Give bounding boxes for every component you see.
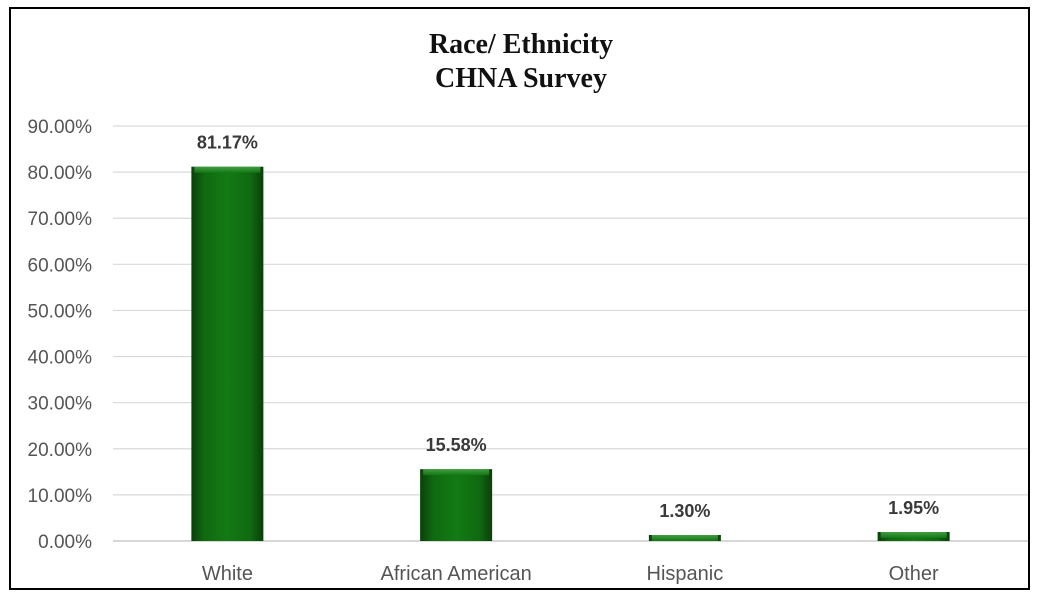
y-tick-label: 10.00% [28, 486, 93, 507]
y-tick-label: 0.00% [38, 532, 92, 553]
x-category-label: Hispanic [647, 563, 724, 585]
bar-highlight [194, 166, 261, 173]
chart-frame [9, 7, 1030, 590]
bar-highlight [880, 532, 947, 539]
y-tick-label: 30.00% [28, 394, 93, 415]
data-label: 15.58% [426, 435, 487, 455]
bar-white [191, 166, 264, 541]
bar-highlight [651, 535, 718, 541]
bar-african-american [420, 469, 493, 541]
chart-title-line-2: CHNA Survey [435, 63, 607, 94]
y-tick-label: 20.00% [28, 440, 93, 461]
data-label: 81.17% [197, 133, 258, 153]
data-label: 1.30% [659, 501, 710, 521]
y-tick-label: 80.00% [28, 163, 93, 184]
x-category-label: African American [381, 563, 532, 585]
chart-title-line-1: Race/ Ethnicity [428, 29, 614, 60]
y-tick-label: 60.00% [28, 255, 93, 276]
y-tick-label: 40.00% [28, 348, 93, 369]
x-category-label: Other [889, 563, 939, 585]
data-label: 1.95% [888, 498, 939, 518]
y-tick-label: 90.00% [28, 117, 93, 138]
chart-title: Race/ Ethnicity CHNA Survey [0, 28, 1042, 96]
y-tick-label: 50.00% [28, 301, 93, 322]
x-category-label: White [202, 563, 253, 585]
bar-highlight [423, 469, 490, 476]
y-tick-label: 70.00% [28, 209, 93, 230]
